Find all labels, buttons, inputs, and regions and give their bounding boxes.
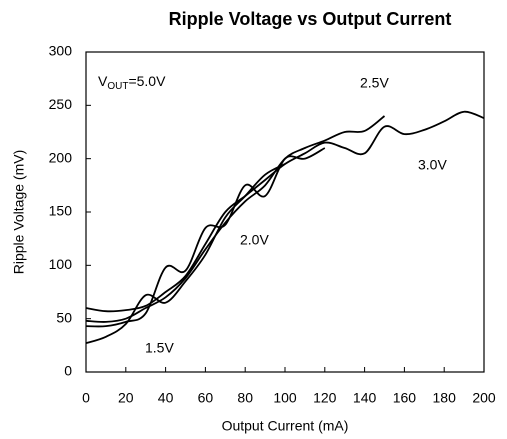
x-tick-label: 200 — [472, 390, 496, 406]
y-tick-label: 200 — [49, 149, 73, 165]
series-label: 1.5V — [145, 340, 174, 356]
x-axis-label: Output Current (mA) — [222, 418, 349, 434]
x-tick-label: 0 — [82, 390, 90, 406]
x-tick-label: 120 — [313, 390, 337, 406]
y-tick-label: 300 — [49, 43, 73, 59]
plot-frame — [85, 51, 485, 373]
series-line — [85, 147, 326, 328]
series-label: 3.0V — [418, 157, 447, 173]
series-line — [85, 110, 485, 313]
x-tick-label: 180 — [433, 390, 457, 406]
annotation-part: =5.0V — [128, 73, 166, 89]
series-line — [85, 163, 286, 345]
chart-title: Ripple Voltage vs Output Current — [169, 9, 452, 29]
x-tick-label: 160 — [393, 390, 417, 406]
x-tick-label: 20 — [118, 390, 134, 406]
y-tick-label: 150 — [49, 203, 73, 219]
x-tick-label: 40 — [158, 390, 174, 406]
x-tick-label: 140 — [353, 390, 377, 406]
series-label: 2.0V — [240, 232, 269, 248]
annotation-part: V — [98, 73, 108, 89]
series-line — [85, 115, 386, 323]
x-tick-label: 100 — [273, 390, 297, 406]
annotation-part: OUT — [107, 81, 128, 92]
y-tick-label: 100 — [49, 256, 73, 272]
y-tick-label: 250 — [49, 96, 73, 112]
y-axis-label: Ripple Voltage (mV) — [11, 150, 27, 275]
series-label: 2.5V — [360, 75, 389, 91]
x-tick-label: 60 — [198, 390, 214, 406]
x-tick-label: 80 — [237, 390, 253, 406]
y-tick-label: 0 — [64, 363, 72, 379]
y-tick-label: 50 — [56, 309, 72, 325]
annotation: VOUT=5.0V — [98, 73, 166, 92]
